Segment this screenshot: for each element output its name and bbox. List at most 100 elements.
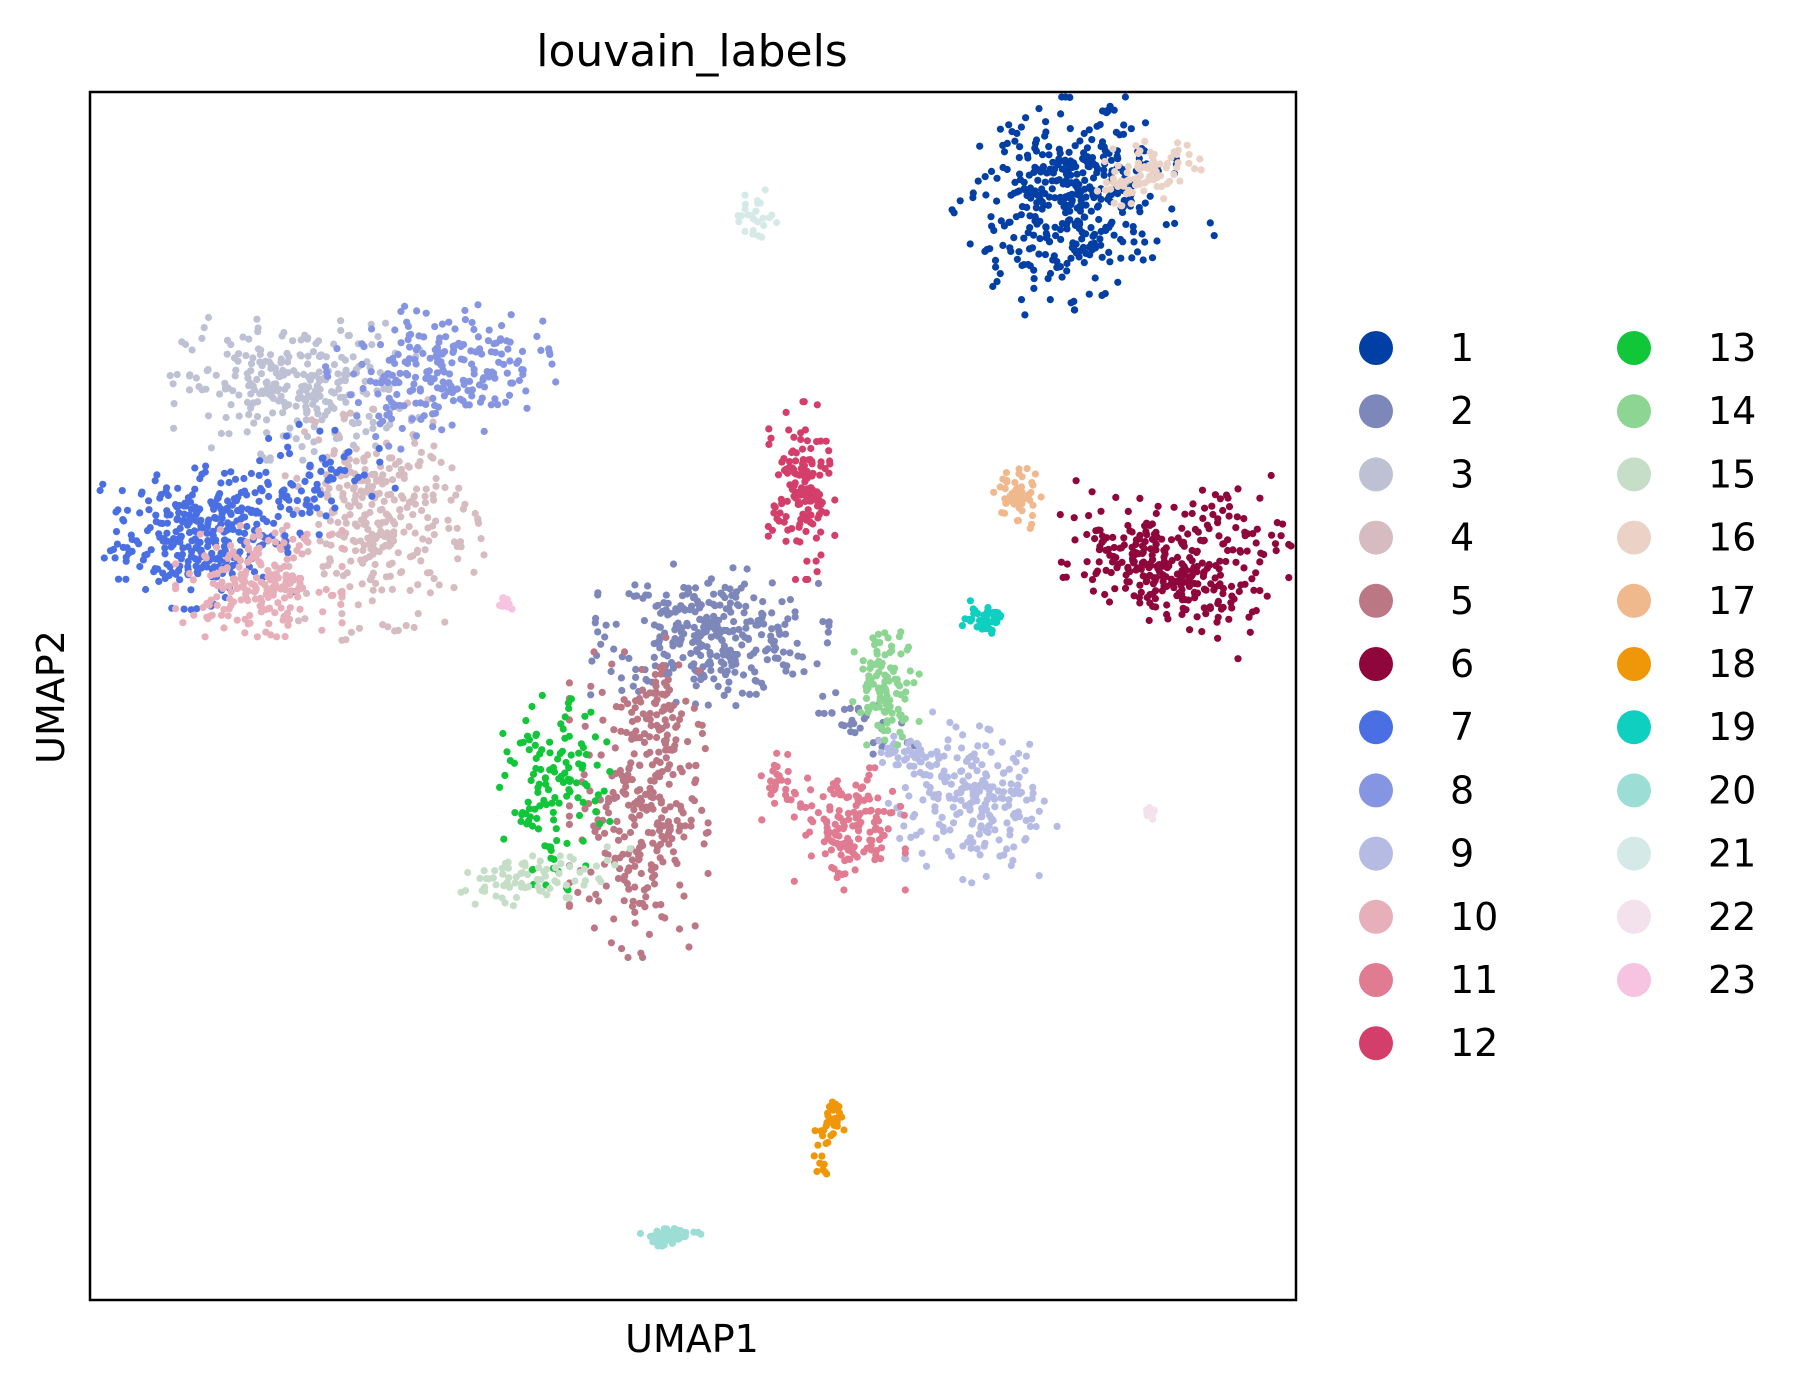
legend-item-16: 16 (1617, 516, 1756, 560)
point-cluster-10 (284, 621, 292, 629)
point-cluster-1 (1035, 105, 1043, 113)
point-cluster-8 (431, 401, 439, 409)
point-cluster-10 (264, 567, 272, 575)
point-cluster-11 (830, 865, 838, 873)
point-cluster-13 (541, 774, 550, 783)
point-cluster-3 (279, 366, 287, 374)
point-cluster-8 (449, 348, 457, 356)
point-cluster-7 (360, 471, 368, 479)
point-cluster-5 (601, 829, 609, 837)
point-cluster-13 (546, 749, 554, 757)
cluster-19-points (958, 597, 1005, 637)
point-cluster-8 (416, 385, 424, 393)
point-cluster-11 (827, 785, 835, 794)
point-cluster-10 (235, 563, 243, 571)
point-cluster-1 (1030, 266, 1038, 274)
point-cluster-4 (418, 506, 426, 515)
point-cluster-13 (528, 866, 536, 874)
point-cluster-7 (281, 532, 289, 540)
point-cluster-7 (100, 554, 108, 562)
point-cluster-18 (835, 1109, 844, 1117)
point-cluster-6 (1256, 494, 1264, 502)
point-cluster-7 (298, 509, 306, 517)
point-cluster-4 (391, 520, 399, 528)
point-cluster-3 (297, 352, 305, 360)
point-cluster-6 (1216, 571, 1224, 579)
point-cluster-3 (250, 386, 258, 394)
cluster-21-points (734, 186, 781, 241)
point-cluster-5 (616, 865, 624, 873)
point-cluster-7 (310, 495, 318, 503)
point-cluster-6 (1216, 495, 1224, 503)
cluster-12-points (764, 398, 839, 584)
point-cluster-7 (209, 532, 217, 540)
point-cluster-17 (1028, 479, 1036, 487)
point-cluster-12 (780, 518, 788, 526)
point-cluster-15 (565, 894, 573, 902)
point-cluster-4 (417, 557, 425, 565)
point-cluster-11 (845, 793, 853, 801)
point-cluster-13 (544, 786, 553, 794)
point-cluster-14 (859, 657, 867, 665)
point-cluster-2 (781, 630, 790, 638)
point-cluster-9 (1010, 790, 1018, 798)
point-cluster-15 (524, 883, 533, 891)
point-cluster-2 (631, 581, 639, 589)
point-cluster-3 (292, 402, 300, 410)
point-cluster-6 (1130, 558, 1138, 566)
point-cluster-12 (777, 495, 785, 503)
point-cluster-1 (993, 278, 1001, 286)
point-cluster-10 (230, 575, 239, 583)
point-cluster-2 (825, 618, 833, 626)
point-cluster-13 (532, 731, 540, 740)
point-cluster-19 (966, 597, 975, 605)
point-cluster-12 (770, 509, 778, 517)
point-cluster-14 (881, 736, 889, 744)
point-cluster-6 (1135, 593, 1143, 602)
point-cluster-1 (1000, 148, 1009, 156)
point-cluster-4 (414, 581, 422, 589)
point-cluster-9 (931, 803, 939, 811)
point-cluster-6 (1136, 599, 1144, 607)
point-cluster-1 (1106, 258, 1114, 266)
point-cluster-7 (175, 508, 183, 517)
point-cluster-9 (902, 754, 911, 763)
point-cluster-7 (99, 480, 107, 488)
point-cluster-14 (863, 741, 871, 749)
legend-marker-4 (1359, 520, 1393, 555)
point-cluster-6 (1240, 515, 1248, 523)
point-cluster-5 (695, 667, 703, 675)
point-cluster-9 (1006, 826, 1014, 834)
point-cluster-3 (200, 324, 208, 332)
point-cluster-9 (952, 723, 960, 731)
point-cluster-8 (492, 339, 500, 347)
point-cluster-9 (918, 849, 926, 857)
point-cluster-10 (329, 591, 337, 599)
point-cluster-6 (1097, 507, 1105, 515)
point-cluster-4 (360, 515, 368, 523)
point-cluster-11 (836, 791, 844, 799)
point-cluster-1 (1016, 143, 1024, 151)
point-cluster-2 (786, 596, 795, 604)
point-cluster-6 (1145, 616, 1153, 625)
point-cluster-15 (576, 868, 584, 876)
point-cluster-12 (790, 433, 798, 441)
point-cluster-6 (1209, 510, 1217, 519)
point-cluster-5 (661, 806, 669, 814)
point-cluster-7 (163, 529, 171, 537)
point-cluster-3 (249, 354, 257, 362)
point-cluster-10 (196, 530, 204, 538)
point-cluster-5 (669, 848, 678, 856)
point-cluster-7 (192, 543, 200, 552)
point-cluster-1 (1066, 125, 1074, 133)
point-cluster-13 (516, 739, 524, 747)
point-cluster-7 (243, 522, 251, 531)
point-cluster-15 (557, 860, 565, 868)
point-cluster-1 (1139, 256, 1147, 264)
point-cluster-13 (533, 814, 541, 823)
point-cluster-7 (111, 554, 119, 562)
point-cluster-8 (406, 387, 414, 395)
point-cluster-5 (688, 795, 696, 803)
point-cluster-7 (147, 546, 155, 554)
point-cluster-7 (152, 511, 160, 519)
